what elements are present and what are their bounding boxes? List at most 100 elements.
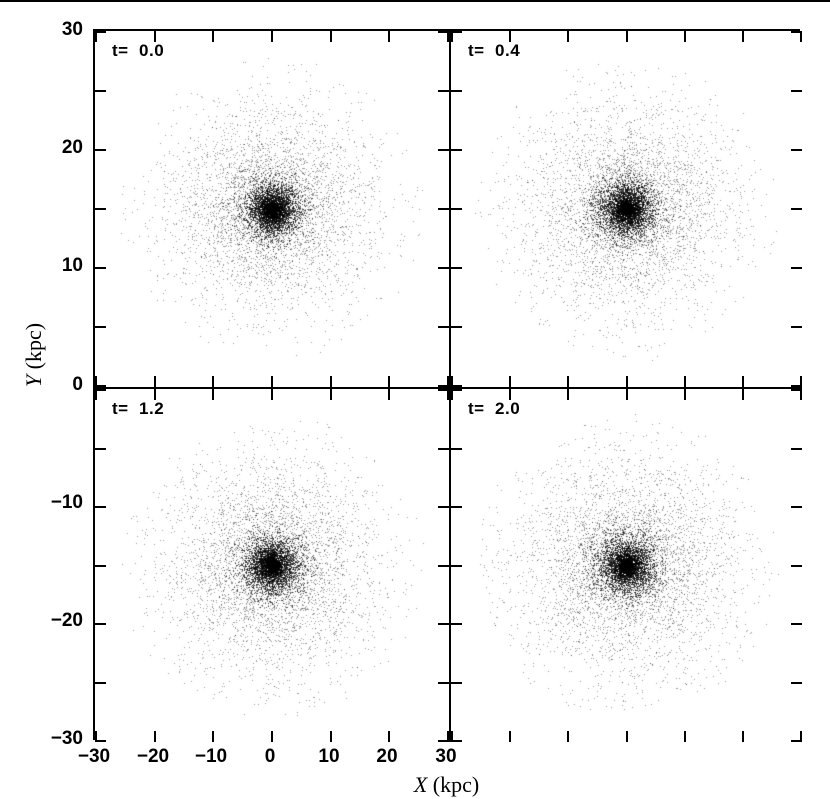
tick-left: [95, 740, 106, 742]
x-tick-label--20: −20: [136, 746, 170, 767]
y-axis-tick-labels: 30 20 10 0 −10 −20 −30: [0, 19, 83, 749]
y-tick-label-0: 0: [72, 374, 83, 395]
y-tick-label--30: −30: [50, 728, 83, 749]
tick-bottom: [509, 376, 511, 387]
tick-left: [451, 623, 462, 625]
tick-top: [800, 389, 802, 400]
tick-bottom: [447, 731, 449, 742]
tick-top: [451, 31, 453, 42]
scatter-canvas: [95, 389, 449, 742]
tick-top: [567, 389, 569, 400]
tick-right: [438, 506, 449, 508]
tick-top: [567, 31, 569, 42]
tick-right: [791, 385, 802, 387]
y-axis-unit: (kpc): [21, 322, 46, 375]
tick-top: [95, 389, 97, 400]
tick-left: [95, 565, 106, 567]
tick-right: [791, 389, 802, 391]
tick-bottom: [742, 376, 744, 387]
tick-bottom: [330, 731, 332, 742]
y-axis-title: Y (kpc): [21, 275, 47, 435]
tick-right: [791, 90, 802, 92]
y-tick-label-20: 20: [61, 137, 83, 158]
tick-left: [451, 565, 462, 567]
panel-t-1-2[interactable]: t= 1.2: [95, 387, 449, 742]
tick-left: [95, 90, 106, 92]
tick-left: [95, 385, 106, 387]
x-tick-label--10: −10: [194, 746, 228, 767]
panel-label-1: t= 0.4: [468, 41, 521, 60]
y-axis-variable: Y: [21, 374, 46, 388]
panel-t-0-4[interactable]: t= 0.4: [449, 31, 802, 387]
tick-right: [791, 326, 802, 328]
tick-left: [451, 326, 462, 328]
tick-left: [451, 682, 462, 684]
tick-top: [95, 31, 97, 42]
tick-top: [509, 389, 511, 400]
x-tick-label-30: 30: [435, 746, 457, 767]
tick-top: [388, 389, 390, 400]
tick-left: [451, 149, 462, 151]
tick-top: [271, 31, 273, 42]
tick-left: [451, 448, 462, 450]
tick-bottom: [567, 731, 569, 742]
tick-top: [212, 31, 214, 42]
tick-top: [742, 389, 744, 400]
tick-right: [791, 448, 802, 450]
tick-bottom: [509, 731, 511, 742]
tick-bottom: [626, 376, 628, 387]
x-axis-tick-labels: −30 −20 −10 0 10 20 30: [78, 746, 800, 772]
scatter-points-2: [95, 389, 449, 742]
tick-right: [438, 90, 449, 92]
tick-bottom: [330, 376, 332, 387]
tick-top: [388, 31, 390, 42]
tick-bottom: [742, 731, 744, 742]
tick-left: [95, 208, 106, 210]
tick-right: [438, 389, 449, 391]
tick-right: [438, 565, 449, 567]
tick-left: [451, 208, 462, 210]
tick-bottom: [388, 731, 390, 742]
tick-top: [800, 31, 802, 42]
tick-top: [684, 31, 686, 42]
tick-left: [451, 740, 462, 742]
tick-top: [271, 389, 273, 400]
tick-top: [509, 31, 511, 42]
tick-bottom: [684, 376, 686, 387]
x-tick-label--30: −30: [77, 746, 111, 767]
tick-right: [438, 326, 449, 328]
tick-right: [791, 31, 802, 33]
tick-bottom: [800, 731, 802, 742]
tick-top: [212, 389, 214, 400]
tick-top: [330, 389, 332, 400]
tick-bottom: [212, 731, 214, 742]
panel-label-3: t= 2.0: [468, 399, 521, 418]
y-tick-label-30: 30: [61, 19, 83, 40]
panel-t-2-0[interactable]: t= 2.0: [449, 387, 802, 742]
tick-bottom: [271, 376, 273, 387]
tick-right: [438, 623, 449, 625]
tick-top: [684, 389, 686, 400]
scatter-canvas: [451, 389, 802, 742]
tick-right: [791, 149, 802, 151]
tick-left: [95, 623, 106, 625]
tick-left: [95, 389, 106, 391]
panel-label-2: t= 1.2: [112, 399, 165, 418]
tick-right: [438, 740, 449, 742]
scatter-points-3: [451, 389, 802, 742]
tick-right: [791, 267, 802, 269]
x-tick-label-20: 20: [376, 746, 398, 767]
tick-right: [438, 385, 449, 387]
tick-top: [330, 31, 332, 42]
tick-bottom: [451, 731, 453, 742]
tick-top: [154, 389, 156, 400]
tick-bottom: [800, 376, 802, 387]
tick-top: [626, 389, 628, 400]
tick-right: [791, 740, 802, 742]
tick-bottom: [154, 731, 156, 742]
tick-bottom: [447, 376, 449, 387]
y-tick-label--20: −20: [50, 610, 83, 631]
tick-left: [95, 506, 106, 508]
panel-t-0-0[interactable]: t= 0.0: [95, 31, 449, 387]
tick-right: [791, 506, 802, 508]
